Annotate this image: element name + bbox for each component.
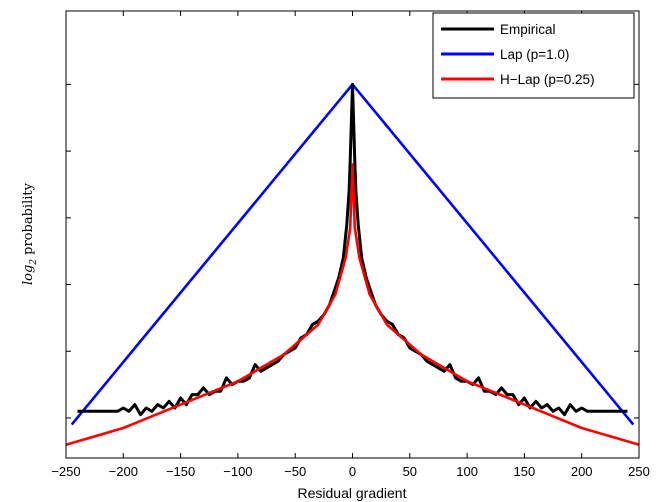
legend-entry: Empirical bbox=[500, 22, 556, 37]
y-axis-label: log2 probability bbox=[21, 182, 39, 285]
x-tick-label: 50 bbox=[403, 464, 417, 479]
x-tick-label: −150 bbox=[166, 464, 195, 479]
x-tick-label: 100 bbox=[456, 464, 478, 479]
chart-marks bbox=[65, 82, 640, 446]
x-tick-label: −50 bbox=[284, 464, 306, 479]
series-line-h-lap bbox=[65, 163, 640, 446]
legend-entry: Lap (p=1.0) bbox=[500, 47, 569, 62]
x-tick-label: −200 bbox=[109, 464, 138, 479]
x-axis-label: Residual gradient bbox=[298, 485, 407, 501]
x-tick-label: −100 bbox=[223, 464, 252, 479]
x-tick-label: 150 bbox=[514, 464, 536, 479]
x-tick-label: 200 bbox=[571, 464, 593, 479]
x-tick-label: 0 bbox=[349, 464, 356, 479]
legend: Empirical Lap (p=1.0) H−Lap (p=0.25) bbox=[432, 12, 635, 99]
x-tick-label: 250 bbox=[628, 464, 650, 479]
legend-entry: H−Lap (p=0.25) bbox=[500, 72, 595, 87]
series-line-empirical bbox=[77, 82, 628, 417]
chart-ticks: −250 −200 −150 −100 −50 0 50 100 150 200 250 bbox=[51, 11, 650, 479]
x-tick-label: −250 bbox=[51, 464, 80, 479]
